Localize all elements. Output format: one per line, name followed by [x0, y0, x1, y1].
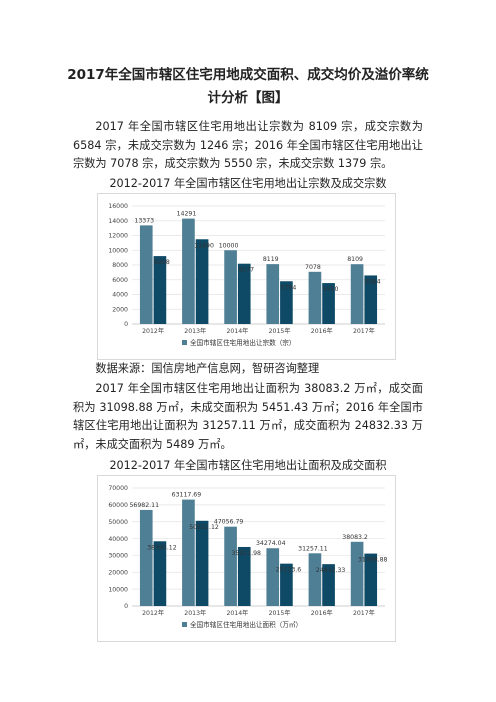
article-title: 2017年全国市辖区住宅用地成交面积、成交均价及溢价率统 计分析【图】 [40, 64, 456, 110]
chart-1-data-label-series2: 9208 [154, 259, 170, 266]
chart-2-bar-series2 [280, 563, 293, 606]
chart-1-x-tick: 2014年 [226, 327, 248, 335]
chart-1-bar-series2 [322, 283, 335, 324]
chart-1-data-label-series1: 8119 [263, 256, 279, 263]
chart-2-data-label-series2: 31098.88 [358, 557, 388, 564]
chart-1-data-label-series2: 5550 [323, 286, 339, 293]
chart-1-bar-series1 [350, 264, 364, 324]
chart-1-data-label-series1: 10000 [219, 242, 239, 249]
chart-2-data-label-series2: 50551.12 [189, 524, 219, 531]
chart-1-x-tick: 2013年 [184, 327, 206, 335]
chart-1-bar-series2 [237, 263, 251, 324]
chart-1-x-tick: 2016年 [311, 327, 333, 335]
chart-2-data-label-series2: 35021.98 [231, 550, 261, 557]
chart-2-y-tick: 30000 [108, 553, 128, 560]
chart-2-y-tick: 50000 [108, 519, 128, 526]
chart-2-bar-series1 [308, 553, 322, 606]
chart-1-x-tick: 2012年 [142, 327, 164, 335]
chart-1-bar-series1 [308, 271, 322, 324]
chart-2-bar-series1 [224, 526, 237, 606]
chart-2-data-label-series1: 47056.79 [214, 519, 244, 526]
chart-2-bar-series2 [237, 546, 251, 606]
chart-2-bar-series2 [322, 564, 335, 606]
chart-2-data-label-series2: 25123.6 [276, 567, 302, 574]
chart-1-bar-series1 [266, 264, 280, 324]
chart-1-bar-series2 [364, 275, 378, 324]
chart-2-legend-swatch [182, 622, 187, 627]
chart-1-y-tick: 14000 [108, 218, 128, 225]
chart-1-y-tick: 10000 [108, 247, 128, 254]
chart-1-y-tick: 6000 [112, 277, 128, 284]
chart-1-data-label-series2: 6584 [365, 278, 381, 285]
chart-1: 0 2000 4000 6000 8000 10000 12000 14000 16000 133… [97, 193, 396, 360]
title-line-2: 计分析【图】 [207, 90, 289, 106]
chart-1-data-label-series1: 8109 [347, 256, 363, 263]
chart-1-bar-series1 [224, 250, 237, 324]
chart-1-data-label-series2: 11490 [194, 242, 214, 249]
title-line-1: 2017年全国市辖区住宅用地成交面积、成交均价及溢价率统 [67, 67, 429, 83]
chart-2-bar-series2 [364, 553, 378, 606]
chart-2-x-tick: 2012年 [142, 609, 164, 617]
chart-2-y-tick: 0 [124, 603, 128, 610]
chart-1-data-label-series1: 7078 [305, 264, 321, 271]
chart-2-bar-series2 [195, 520, 209, 606]
chart-2-x-tick: 2013年 [184, 609, 206, 617]
chart-2-data-label-series1: 34274.04 [256, 540, 286, 547]
source-note: 数据来源：国信房地产信息网，智研咨询整理 [95, 362, 320, 375]
chart-2-data-label-series1: 38083.2 [342, 534, 368, 541]
paragraph-2: 2017 年全国市辖区住宅用地出让面积为 38083.2 万㎡，成交面积为 31… [73, 382, 423, 451]
chart-1-bar-series1 [139, 225, 153, 324]
chart-1-y-tick: 0 [124, 321, 128, 328]
chart-1-bar-series2 [153, 256, 167, 324]
chart-2-svg: 0 10000 20000 30000 40000 50000 60000 70000 5698… [108, 485, 388, 629]
chart-2-data-label-series1: 31257.11 [298, 545, 328, 552]
chart-2-bar-series1 [139, 509, 153, 606]
chart-2-data-label-series1: 63117.69 [172, 492, 202, 499]
chart-2: 0 10000 20000 30000 40000 50000 60000 70000 5698… [97, 475, 396, 642]
chart-2-y-tick: 60000 [108, 502, 128, 509]
chart-2-bar-series1 [350, 541, 364, 606]
chart-2-caption: 2012-2017 年全国市辖区住宅用地出让面积及成交面积 [109, 459, 387, 472]
paragraph-1: 2017 年全国市辖区住宅用地出让宗数为 8109 宗，成交宗数为 6584 宗… [73, 120, 423, 170]
chart-1-bar-series2 [280, 281, 293, 324]
chart-2-y-tick: 40000 [108, 536, 128, 543]
chart-2-y-tick: 20000 [108, 569, 128, 576]
chart-1-y-tick: 16000 [108, 203, 128, 210]
chart-1-legend-swatch [182, 340, 187, 345]
chart-2-bar-series1 [266, 548, 280, 606]
chart-2-x-tick: 2017年 [353, 609, 375, 617]
chart-2-y-tick: 70000 [108, 485, 128, 492]
chart-1-svg: 0 2000 4000 6000 8000 10000 12000 14000 16000 133… [108, 203, 385, 347]
chart-1-x-tick: 2015年 [269, 327, 291, 335]
chart-1-bar-series2 [195, 239, 209, 324]
chart-2-data-label-series2: 38395.12 [147, 544, 177, 551]
chart-2-bar-series1 [182, 499, 195, 606]
chart-2-x-tick: 2014年 [226, 609, 248, 617]
chart-1-y-tick: 12000 [108, 233, 128, 240]
chart-1-data-label-series2: 5794 [281, 284, 297, 291]
chart-2-bar-series2 [153, 541, 167, 606]
chart-2-legend-label: 全国市辖区住宅用地出让面积（万㎡） [190, 620, 302, 629]
chart-2-x-tick: 2016年 [311, 609, 333, 617]
chart-1-legend-label: 全国市辖区住宅用地出让宗数（宗） [190, 338, 296, 347]
chart-2-y-tick: 10000 [108, 586, 128, 593]
chart-2-data-label-series1: 56982.11 [129, 502, 159, 509]
chart-1-x-tick: 2017年 [353, 327, 375, 335]
chart-1-caption: 2012-2017 年全国市辖区住宅用地出让宗数及成交宗数 [109, 177, 387, 190]
chart-1-data-label-series1: 14291 [177, 211, 197, 218]
chart-2-data-label-series2: 24832.33 [316, 567, 346, 574]
chart-1-bar-series1 [182, 218, 195, 324]
chart-1-y-tick: 8000 [112, 262, 128, 269]
chart-2-x-tick: 2015年 [269, 609, 291, 617]
chart-1-data-label-series1: 13373 [134, 217, 154, 224]
chart-1-y-tick: 2000 [112, 306, 128, 313]
chart-1-data-label-series2: 8177 [238, 267, 254, 274]
chart-1-y-tick: 4000 [112, 292, 128, 299]
